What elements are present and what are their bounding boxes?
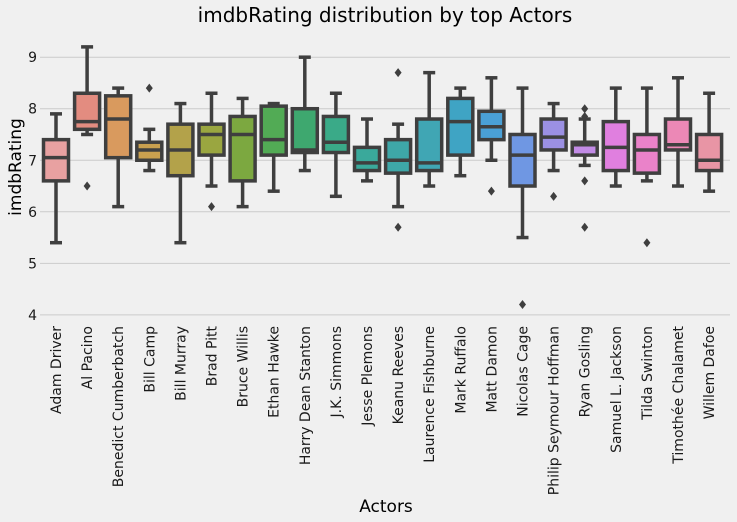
y-tick-label-9: 9 — [28, 50, 37, 66]
box-philip-seymour-hoffman — [539, 101, 568, 201]
x-tick-label-tilda-swinton: Tilda Swinton — [640, 326, 656, 421]
x-axis-label: Actors — [359, 497, 413, 517]
y-tick-labels: 4 5 6 7 8 9 — [28, 50, 37, 324]
x-tick-label-samuel-l-jackson: Samuel L. Jackson — [609, 326, 625, 453]
box-adam-driver — [41, 112, 71, 245]
x-tick-label-nicolas-cage: Nicolas Cage — [516, 326, 532, 417]
outlier-point — [83, 181, 91, 191]
x-tick-label-harry-dean-stanton: Harry Dean Stanton — [298, 326, 314, 465]
box-willem-dafoe — [694, 91, 724, 193]
outlier-point — [581, 222, 589, 232]
outlier-point — [519, 300, 526, 310]
x-tick-label-adam-driver: Adam Driver — [49, 326, 65, 414]
box-ethan-hawke — [259, 101, 288, 193]
x-tick-label-laurence-fishburne: Laurence Fishburne — [422, 326, 438, 463]
x-tick-label-bill-camp: Bill Camp — [142, 326, 158, 393]
box-bruce-willis — [228, 96, 257, 209]
y-tick-label-6: 6 — [28, 205, 37, 221]
x-tick-label-willem-dafoe: Willem Dafoe — [702, 326, 718, 419]
outlier-point — [581, 104, 589, 114]
outlier-point — [394, 68, 402, 78]
box-body — [197, 122, 226, 157]
box-timoth-e-chalamet — [663, 76, 693, 188]
x-tick-label-mark-ruffalo: Mark Ruffalo — [453, 326, 469, 414]
box-brad-pitt — [197, 91, 226, 212]
chart-title: imdbRating distribution by top Actors — [198, 3, 573, 27]
box-body — [290, 106, 320, 155]
box-mark-ruffalo — [446, 86, 475, 178]
x-tick-label-philip-seymour-hoffman: Philip Seymour Hoffman — [547, 326, 563, 495]
outlier-point — [581, 176, 589, 186]
x-tick-label-matt-damon: Matt Damon — [484, 326, 500, 413]
x-tick-label-brad-pitt: Brad Pitt — [205, 325, 221, 386]
x-tick-label-bruce-willis: Bruce Willis — [236, 326, 252, 407]
outlier-point — [145, 83, 153, 93]
x-tick-label-al-pacino: Al Pacino — [80, 326, 96, 389]
box-nicolas-cage — [508, 86, 537, 310]
box-body — [694, 132, 724, 173]
x-tick-label-ryan-gosling: Ryan Gosling — [578, 326, 594, 417]
x-tick-label-jesse-plemons: Jesse Plemons — [360, 326, 376, 427]
y-tick-label-8: 8 — [28, 102, 37, 118]
outlier-point — [643, 238, 651, 248]
box-matt-damon — [477, 76, 506, 196]
box-body — [352, 145, 382, 173]
y-tick-label-4: 4 — [28, 308, 37, 324]
box-j-k-simmons — [321, 91, 351, 199]
boxes — [41, 45, 724, 310]
y-axis-label: imdbRating — [6, 118, 26, 216]
box-samuel-l-jackson — [601, 86, 631, 188]
x-tick-label-bill-murray: Bill Murray — [173, 326, 189, 401]
box-bill-murray — [166, 101, 195, 245]
box-bill-camp — [135, 83, 164, 173]
y-tick-label-5: 5 — [28, 256, 37, 272]
x-tick-labels: Adam Driver Al Pacino Benedict Cumberbatch… — [49, 325, 718, 495]
box-body — [103, 94, 133, 160]
box-body — [228, 114, 257, 183]
box-body — [446, 96, 475, 157]
box-laurence-fishburne — [414, 70, 444, 188]
box-body — [383, 137, 413, 175]
outlier-point — [487, 186, 495, 196]
box-body — [539, 117, 568, 152]
x-tick-label-benedict-cumberbatch: Benedict Cumberbatch — [111, 326, 127, 487]
box-body — [259, 104, 288, 157]
box-body — [72, 91, 102, 132]
x-tick-label-j-k-simmons: J.K. Simmons — [329, 326, 345, 418]
box-body — [41, 137, 71, 183]
outlier-point — [581, 111, 589, 121]
box-al-pacino — [72, 45, 102, 191]
gridlines — [40, 56, 730, 316]
box-jesse-plemons — [352, 117, 382, 183]
box-benedict-cumberbatch — [103, 86, 133, 209]
outlier-point — [394, 222, 402, 232]
box-tilda-swinton — [632, 86, 662, 248]
x-tick-label-keanu-reeves: Keanu Reeves — [391, 326, 407, 424]
x-tick-label-ethan-hawke: Ethan Hawke — [267, 326, 283, 418]
box-body — [321, 114, 351, 155]
x-tick-label-timoth-e-chalamet: Timothée Chalamet — [671, 326, 687, 465]
outlier-point — [550, 191, 558, 201]
box-body — [508, 132, 537, 188]
box-body — [632, 132, 662, 175]
outlier-point — [208, 202, 215, 212]
box-ryan-gosling — [570, 104, 599, 232]
box-harry-dean-stanton — [290, 55, 320, 173]
y-tick-label-7: 7 — [28, 153, 37, 169]
box-keanu-reeves — [383, 68, 413, 232]
